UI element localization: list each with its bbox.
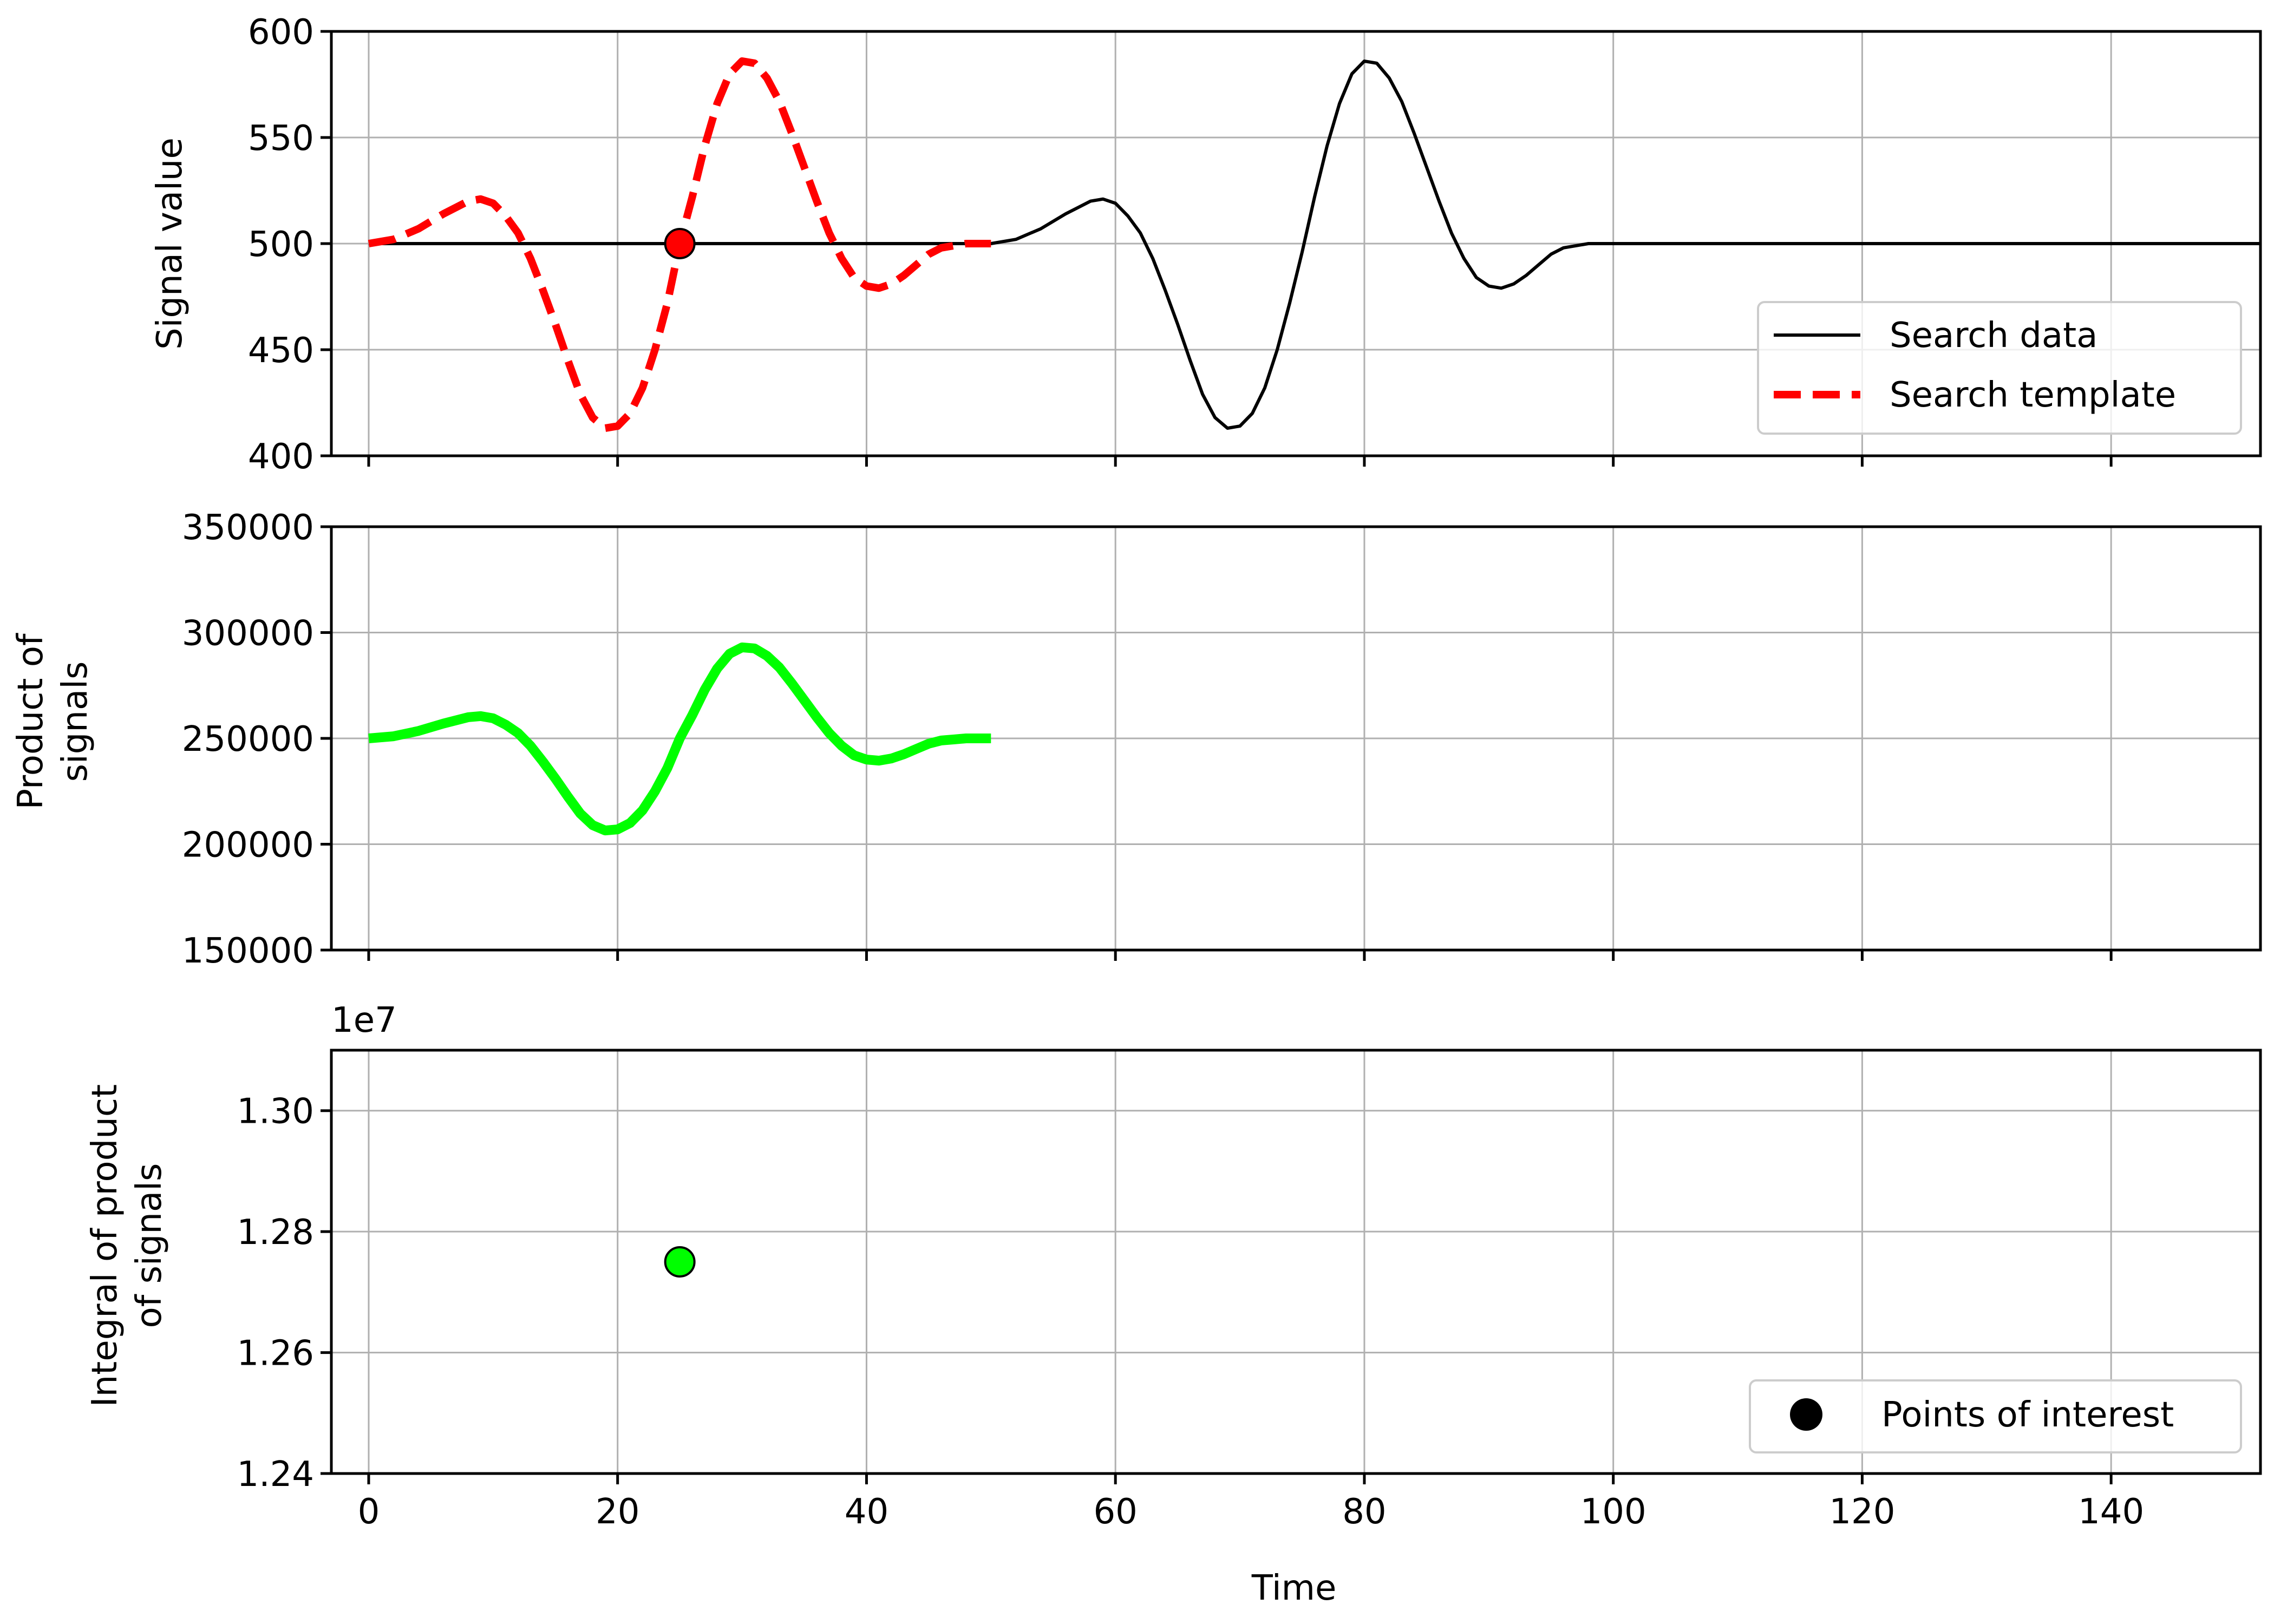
x-tick-label: 140	[2078, 1492, 2144, 1532]
product-of-signals-panel: 150000 200000 250000 300000 350000	[182, 508, 2262, 971]
product-series-line	[368, 642, 991, 836]
x-tick-label: 40	[845, 1492, 888, 1532]
x-tick-label: 80	[1342, 1492, 1386, 1532]
signal-series-search-template	[368, 57, 991, 432]
product-y-tick-label: 300000	[182, 614, 314, 654]
x-tick-label: 0	[358, 1492, 380, 1532]
x-tick-label: 60	[1093, 1492, 1137, 1532]
panel3-ylabel-line2: of signals	[129, 1163, 169, 1328]
signal-y-tick-label: 600	[248, 12, 314, 53]
legend-marker-points-of-interest	[1790, 1398, 1822, 1431]
x-tick-label: 120	[1829, 1492, 1895, 1532]
legend-label-search-data: Search data	[1890, 316, 2097, 356]
product-y-tick-label: 200000	[182, 826, 314, 866]
panel3-ylabel-line1: Integral of product	[85, 1084, 125, 1407]
integral-of-product-panel: 0 20 40 60 80 100 120 140 1.24 1.26 1.28 1.30	[237, 1049, 2262, 1532]
integral-axes-frame	[330, 1049, 2262, 1475]
legend-frame	[1757, 301, 2242, 435]
integral-y-tick-label: 1.24	[237, 1455, 315, 1495]
panel2-ylabel-line1: Product of	[11, 633, 51, 810]
legend-label-search-template: Search template	[1890, 375, 2176, 415]
signal-y-tick-label: 400	[248, 437, 314, 477]
signal-y-tick-label: 500	[248, 225, 314, 265]
signal-point-marker	[664, 228, 696, 259]
panel3-offset-label: 1e7	[331, 1000, 397, 1040]
signal-y-tick-label: 550	[248, 119, 314, 159]
panel1-ylabel: Signal value	[150, 137, 190, 350]
integral-y-tick-label: 1.28	[237, 1213, 315, 1253]
product-y-tick-label: 350000	[182, 508, 314, 548]
legend-signal-panel: Search data Search template	[1757, 301, 2242, 435]
x-tick-label: 100	[1580, 1492, 1646, 1532]
panel2-ylabel-line2: signals	[55, 662, 95, 782]
legend-frame	[1749, 1379, 2242, 1453]
legend-label-points-of-interest: Points of interest	[1881, 1395, 2174, 1435]
integral-y-tick-label: 1.30	[237, 1092, 315, 1132]
signal-value-panel: 400 450 500 550 600	[248, 12, 2262, 477]
integral-y-tick-label: 1.26	[237, 1334, 315, 1374]
integral-point-marker	[664, 1246, 696, 1278]
signal-y-tick-label: 450	[248, 331, 314, 371]
signal-series-search-data	[369, 59, 2260, 430]
product-y-tick-label: 150000	[182, 931, 314, 971]
x-tick-label: 20	[596, 1492, 639, 1532]
product-y-tick-label: 250000	[182, 719, 314, 759]
x-axis-label: Time	[1251, 1568, 1337, 1608]
legend-integral-panel: Points of interest	[1749, 1379, 2242, 1453]
